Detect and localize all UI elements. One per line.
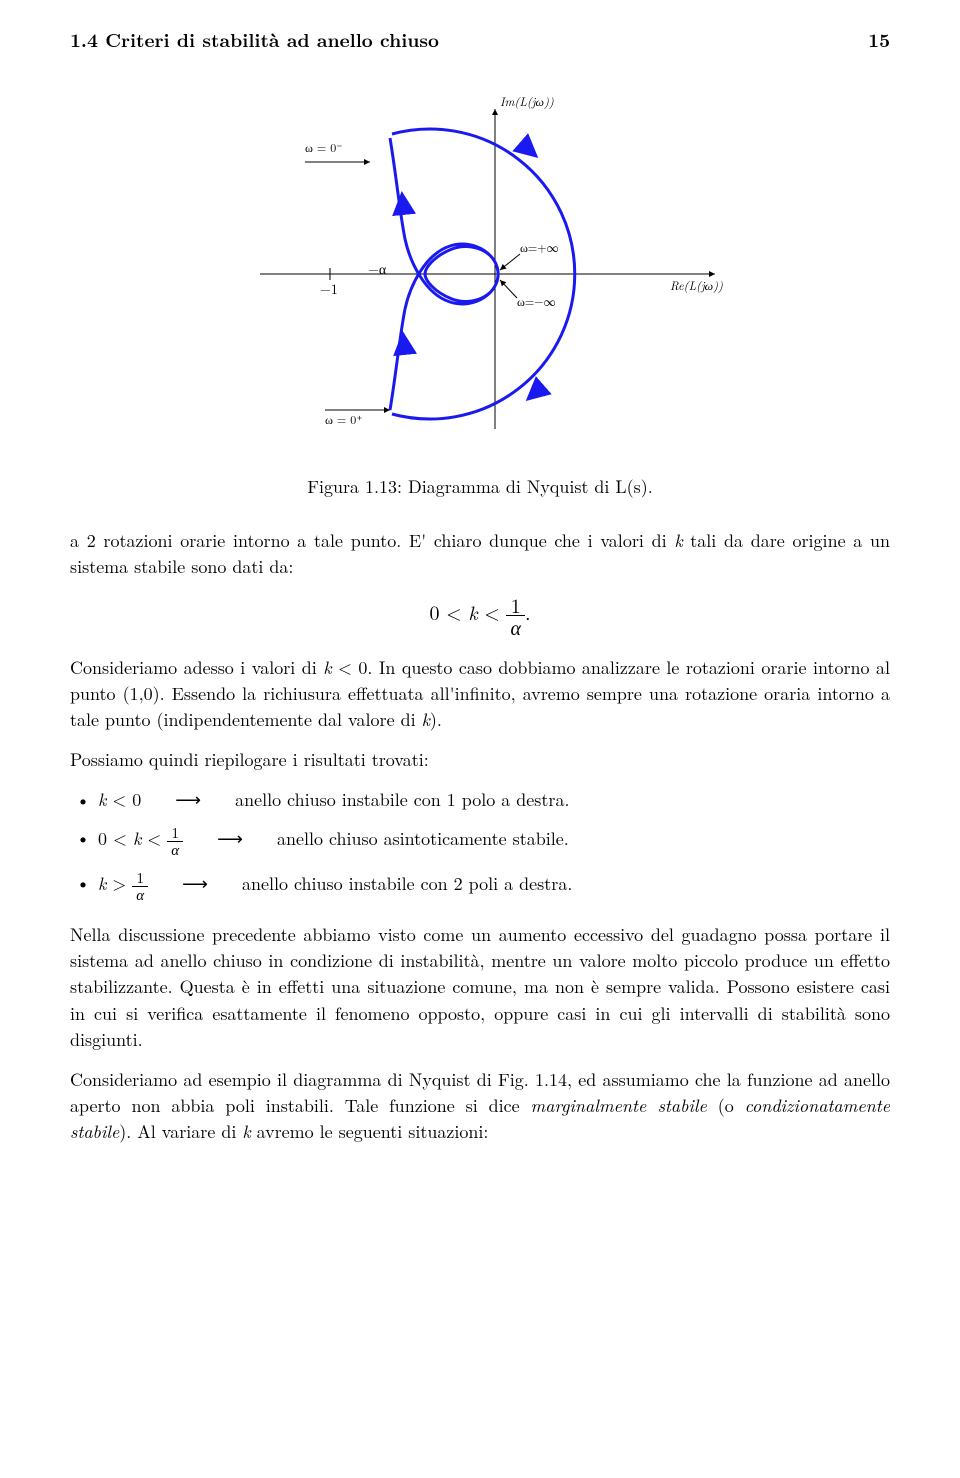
xaxis-label: Re(L(jω)) bbox=[670, 277, 723, 294]
section-title: 1.4 Criteri di stabilità ad anello chius… bbox=[70, 26, 439, 54]
wminusinf-label: ω=−∞ bbox=[517, 293, 556, 310]
minusalpha-label: −α bbox=[368, 259, 387, 279]
page-number: 15 bbox=[868, 26, 890, 54]
paragraph-2: Consideriamo adesso i valori di k < 0. I… bbox=[70, 655, 890, 733]
result-item-3: k > 1α ⟶ anello chiuso instabile con 2 p… bbox=[98, 870, 890, 903]
nyquist-figure: Im(L(jω)) Re(L(jω)) −1 −α ω = 0⁻ ω = 0⁺ … bbox=[70, 84, 890, 454]
w0plus-label: ω = 0⁺ bbox=[325, 411, 363, 428]
paragraph-5: Consideriamo ad esempio il diagramma di … bbox=[70, 1067, 890, 1145]
result-item-1: k < 0 ⟶ anello chiuso instabile con 1 po… bbox=[98, 787, 890, 813]
w0minus-label: ω = 0⁻ bbox=[305, 139, 343, 156]
minus1-label: −1 bbox=[320, 279, 338, 299]
term-marginally-stable: marginalmente stabile bbox=[531, 1093, 707, 1118]
display-math-1: 0 < k < 1α. bbox=[70, 594, 890, 637]
result-item-2: 0 < k < 1α ⟶ anello chiuso asintoticamen… bbox=[98, 825, 890, 858]
figure-caption: Figura 1.13: Diagramma di Nyquist di L(s… bbox=[70, 474, 890, 500]
nyquist-svg: Im(L(jω)) Re(L(jω)) −1 −α ω = 0⁻ ω = 0⁺ … bbox=[200, 84, 760, 454]
results-list: k < 0 ⟶ anello chiuso instabile con 1 po… bbox=[70, 787, 890, 902]
paragraph-3: Possiamo quindi riepilogare i risultati … bbox=[70, 747, 890, 773]
running-header: 1.4 Criteri di stabilità ad anello chius… bbox=[70, 26, 890, 54]
yaxis-label: Im(L(jω)) bbox=[500, 93, 554, 110]
wplusinf-label: ω=+∞ bbox=[520, 239, 559, 256]
paragraph-4: Nella discussione precedente abbiamo vis… bbox=[70, 922, 890, 1052]
paragraph-1: a 2 rotazioni orarie intorno a tale punt… bbox=[70, 528, 890, 580]
